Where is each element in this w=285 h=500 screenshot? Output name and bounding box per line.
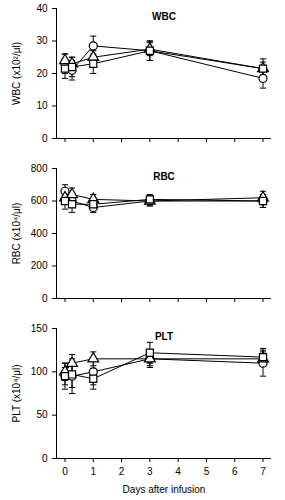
svg-text:WBC (x10²/μl): WBC (x10²/μl) — [11, 42, 22, 105]
svg-text:10: 10 — [36, 100, 48, 111]
svg-text:150: 150 — [31, 323, 48, 334]
svg-text:600: 600 — [31, 195, 48, 206]
svg-text:40: 40 — [36, 3, 48, 14]
svg-text:PLT (x10⁴/μl): PLT (x10⁴/μl) — [11, 364, 22, 422]
svg-text:20: 20 — [36, 68, 48, 79]
svg-text:0: 0 — [42, 133, 48, 144]
svg-text:7: 7 — [260, 466, 266, 477]
svg-text:6: 6 — [232, 466, 238, 477]
svg-text:50: 50 — [36, 409, 48, 420]
svg-text:400: 400 — [31, 228, 48, 239]
svg-text:5: 5 — [204, 466, 210, 477]
svg-text:2: 2 — [119, 466, 125, 477]
svg-text:RBC (x10⁴/μl): RBC (x10⁴/μl) — [11, 203, 22, 265]
svg-text:0: 0 — [42, 293, 48, 304]
svg-text:WBC: WBC — [152, 11, 176, 22]
svg-text:800: 800 — [31, 163, 48, 174]
svg-text:Days after infusion: Days after infusion — [123, 484, 206, 495]
svg-text:30: 30 — [36, 35, 48, 46]
svg-text:PLT: PLT — [155, 331, 173, 342]
svg-text:0: 0 — [62, 466, 68, 477]
svg-text:3: 3 — [147, 466, 153, 477]
svg-text:100: 100 — [31, 366, 48, 377]
svg-text:RBC: RBC — [153, 171, 175, 182]
svg-text:4: 4 — [175, 466, 181, 477]
svg-text:0: 0 — [42, 453, 48, 464]
svg-text:200: 200 — [31, 260, 48, 271]
svg-text:1: 1 — [90, 466, 96, 477]
